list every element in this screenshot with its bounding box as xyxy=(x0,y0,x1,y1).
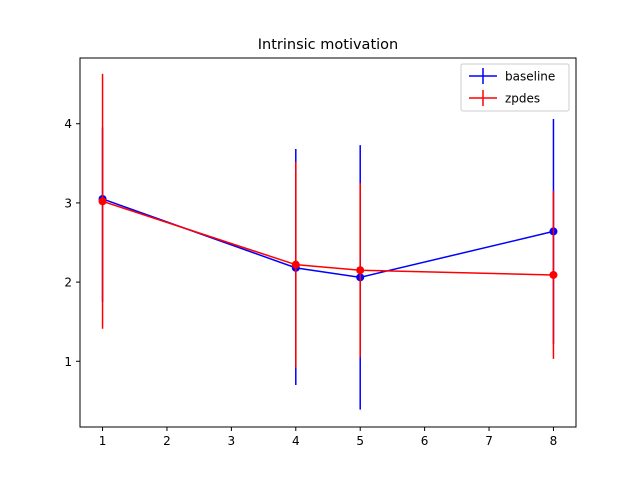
legend: baseline zpdes xyxy=(460,63,570,112)
data-point-zpdes-1 xyxy=(291,260,300,269)
y-tick-label: 3 xyxy=(64,196,72,210)
chart-title: Intrinsic motivation xyxy=(258,37,398,53)
x-tick-label: 1 xyxy=(99,434,107,448)
y-tick-label: 4 xyxy=(64,117,72,131)
x-tick-label: 4 xyxy=(292,434,300,448)
series-zpdes xyxy=(98,73,558,368)
x-tick-label: 8 xyxy=(550,434,558,448)
x-tick-label: 7 xyxy=(485,434,493,448)
series-baseline xyxy=(98,118,558,410)
x-tick-label: 3 xyxy=(228,434,236,448)
data-point-zpdes-2 xyxy=(356,266,365,275)
axes-frame xyxy=(79,57,577,428)
y-tick-label: 1 xyxy=(64,355,72,369)
y-tick-label: 2 xyxy=(64,276,72,290)
data-point-zpdes-3 xyxy=(549,270,558,279)
data-point-zpdes-0 xyxy=(98,197,107,206)
plot-area xyxy=(98,73,558,410)
series-line-zpdes xyxy=(102,200,554,276)
series-line-baseline xyxy=(102,198,554,279)
axes: 1 2 3 4 5 6 7 8 1 2 3 4 xyxy=(64,57,577,448)
x-tick-label: 5 xyxy=(356,434,364,448)
x-tick-label: 6 xyxy=(421,434,429,448)
legend-label-baseline: baseline xyxy=(505,70,555,84)
x-tick-label: 2 xyxy=(163,434,171,448)
legend-label-zpdes: zpdes xyxy=(505,92,540,106)
